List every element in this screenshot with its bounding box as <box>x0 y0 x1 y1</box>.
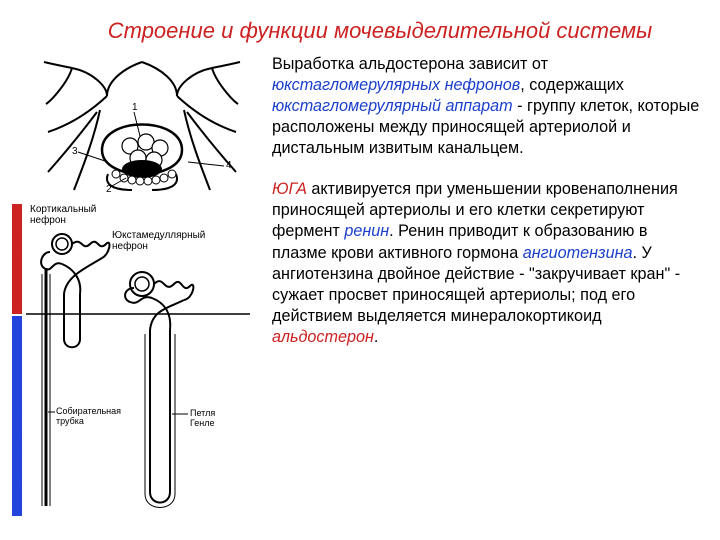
juxta-nephron-label: Юкстамедуллярный нефрон <box>112 230 208 252</box>
nephron-panel: Корковое вещество Мозговое вещество Корт… <box>12 204 250 516</box>
label-2: 2 <box>106 184 112 195</box>
cortical-nephron-label: Кортикальный нефрон <box>30 204 99 226</box>
paragraph-1: Выработка альдостерона зависит от юкстаг… <box>272 54 702 159</box>
label-1: 1 <box>132 102 138 113</box>
cortex-label: Корковое вещество <box>12 227 22 309</box>
term-renin: ренин <box>344 222 389 240</box>
collecting-duct-label: Собирательная трубка <box>56 406 124 426</box>
term-angiotensin: ангиотензина <box>523 244 633 262</box>
page: Строение и функции мочевыделительной сис… <box>0 0 720 540</box>
spacer <box>272 159 702 179</box>
label-4: 4 <box>226 160 232 171</box>
term-jgn: юкстагломерулярных нефронов <box>272 76 520 94</box>
text-column: Выработка альдостерона зависит от юкстаг… <box>272 54 708 524</box>
term-jga-abbr: ЮГА <box>272 180 307 198</box>
p1-t1: Выработка альдостерона зависит от <box>272 55 548 73</box>
content-row: 1 3 2 4 Корковое вещество Мозговое вещес… <box>12 54 708 524</box>
nephron-diagram: 1 3 2 4 Корковое вещество Мозговое вещес… <box>12 54 262 524</box>
term-aldosterone: альдостерон <box>272 328 374 346</box>
diagram-column: 1 3 2 4 Корковое вещество Мозговое вещес… <box>12 54 262 524</box>
loop-henle-label: Петля Генле <box>190 408 218 428</box>
glomerulus-panel: 1 3 2 4 <box>42 54 242 195</box>
p2-t4: . <box>374 328 379 346</box>
page-title: Строение и функции мочевыделительной сис… <box>52 18 708 44</box>
label-3: 3 <box>72 146 78 157</box>
medulla-label: Мозговое вещество <box>12 402 22 484</box>
term-jga: юкстагломерулярный аппарат <box>272 97 513 115</box>
p1-t2: , содержащих <box>520 76 624 94</box>
paragraph-2: ЮГА активируется при уменьшении кровенап… <box>272 179 702 348</box>
